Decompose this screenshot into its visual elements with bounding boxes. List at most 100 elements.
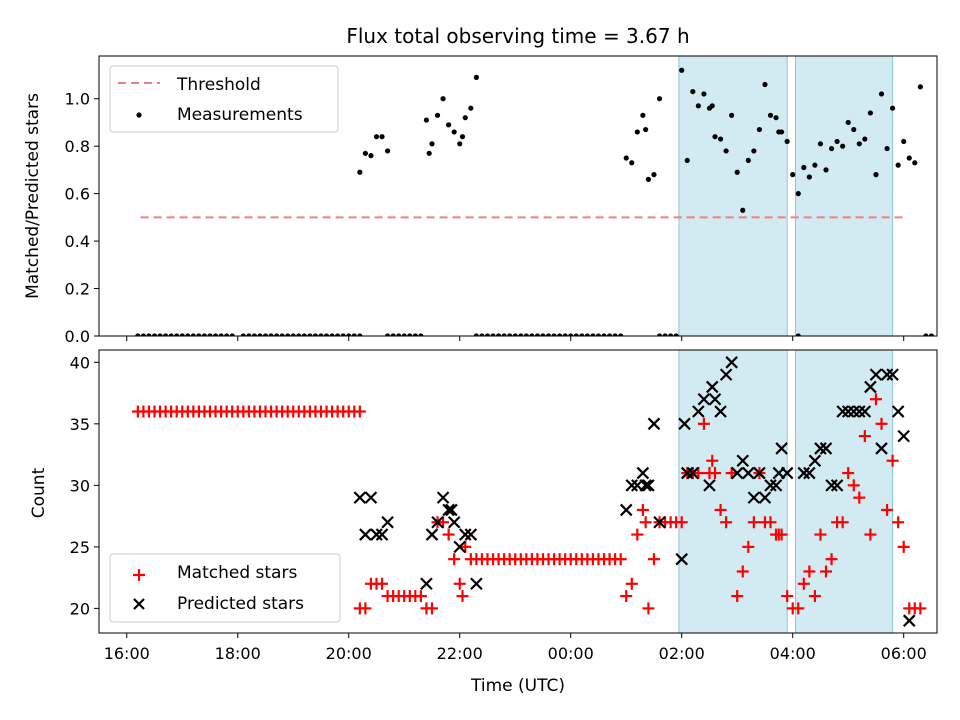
measurement-point [446,122,452,128]
measurement-point [529,333,535,336]
predicted-star-point [705,380,719,394]
cross-b [370,528,383,541]
legend-predicted-swatch [133,598,145,610]
predicted-star-point [686,466,700,480]
cross-b [364,491,378,504]
x-tick-label: 16:00 [104,644,150,663]
measurement-point [301,333,307,336]
predicted-star-point [886,368,899,381]
cross-b [830,479,844,492]
predicted-star-point [719,368,733,381]
x-tick-label: 02:00 [659,644,705,663]
measurement-point [795,191,801,197]
measurement-point [423,117,430,123]
measurement-point [229,333,235,336]
measurement-point [701,91,707,97]
matched-star-point [706,454,719,467]
predicted-star-point [814,442,827,455]
measurement-point [468,105,474,111]
cross-b [425,528,439,541]
measurement-point [590,333,596,336]
measurement-point [895,162,901,168]
measurement-point [690,88,696,95]
cross-b [675,552,688,566]
predicted-star-point [420,577,433,591]
shaded-interval [678,55,788,337]
predicted-star-point [853,405,866,418]
measurement-point [806,174,812,180]
measurement-point [507,333,513,336]
cross-b [442,503,455,517]
predicted-star-point [725,356,738,369]
predicted-star-point [836,405,849,418]
measurement-point [729,112,735,118]
cross-b [880,368,894,381]
measurement-point [756,126,763,133]
measurement-point [373,134,380,140]
cross-b [353,491,367,504]
measurement-point [429,141,435,147]
cross-b [639,479,652,492]
predicted-star-point [780,466,794,480]
predicted-star-point [453,540,467,554]
predicted-star-point [758,491,772,504]
matched-star-point [858,430,871,443]
measurement-point [307,333,313,336]
predicted-star-point [703,479,716,492]
measurement-point [751,148,757,154]
bottom-panel: 20 25 30 35 40 16:00 18:00 20:00 22:00 00:00 02:0… [29,349,938,696]
cross-b [697,392,711,406]
matched-star-point [864,528,877,541]
measurement-point [459,134,466,140]
predicted-star-point [747,491,761,504]
predicted-star-point [353,491,367,504]
cross-b [819,442,833,455]
cross-b [758,491,772,504]
cross-b [775,442,788,455]
measurement-point [224,333,230,336]
predicted-star-point [459,528,472,541]
cross-b [725,356,738,369]
legend-measurements-label: Measurements [177,105,303,125]
measurement-point [679,67,685,73]
cross-b [797,466,811,480]
measurement-points [135,67,935,336]
cross-b [705,380,719,394]
measurement-point [606,333,613,336]
matched-star-point [886,454,899,467]
predicted-star-point [714,405,727,418]
predicted-stars-points [353,356,916,627]
predicted-star-point [636,466,650,480]
predicted-star-point [708,392,722,406]
measurement-point [351,333,357,336]
top-legend: Threshold Measurements [109,65,339,133]
measurement-point [551,333,557,336]
measurement-point [823,167,829,173]
matched-star-point [359,602,372,615]
matched-star-point [731,590,744,603]
top-axes-frame [98,55,938,337]
top-panel: 0.0 0.2 0.4 0.6 0.8 1.0 Matched/Predicted sta… [23,55,938,346]
measurement-point [190,333,196,336]
measurement-point [651,172,657,178]
measurement-point [601,333,607,336]
cross-b [780,466,794,480]
cross-b [869,368,883,381]
measurement-point [290,333,296,336]
measurement-point [834,138,840,145]
cross-b [381,515,394,529]
measurement-point [812,162,818,168]
legend-predicted-label: Predicted stars [177,594,304,614]
matched-star-point [797,577,810,590]
cross-b [464,528,478,541]
predicted-star-point [897,429,910,443]
measurement-point [779,129,785,135]
measurement-point [518,333,524,336]
measurement-point [890,105,896,111]
top-shaded-regions [678,55,894,337]
cross-b [808,454,822,468]
measurement-point [185,333,191,336]
measurement-point [573,333,579,336]
chart-title: Flux total observing time = 3.67 h [346,24,689,48]
cross-b [647,417,661,431]
